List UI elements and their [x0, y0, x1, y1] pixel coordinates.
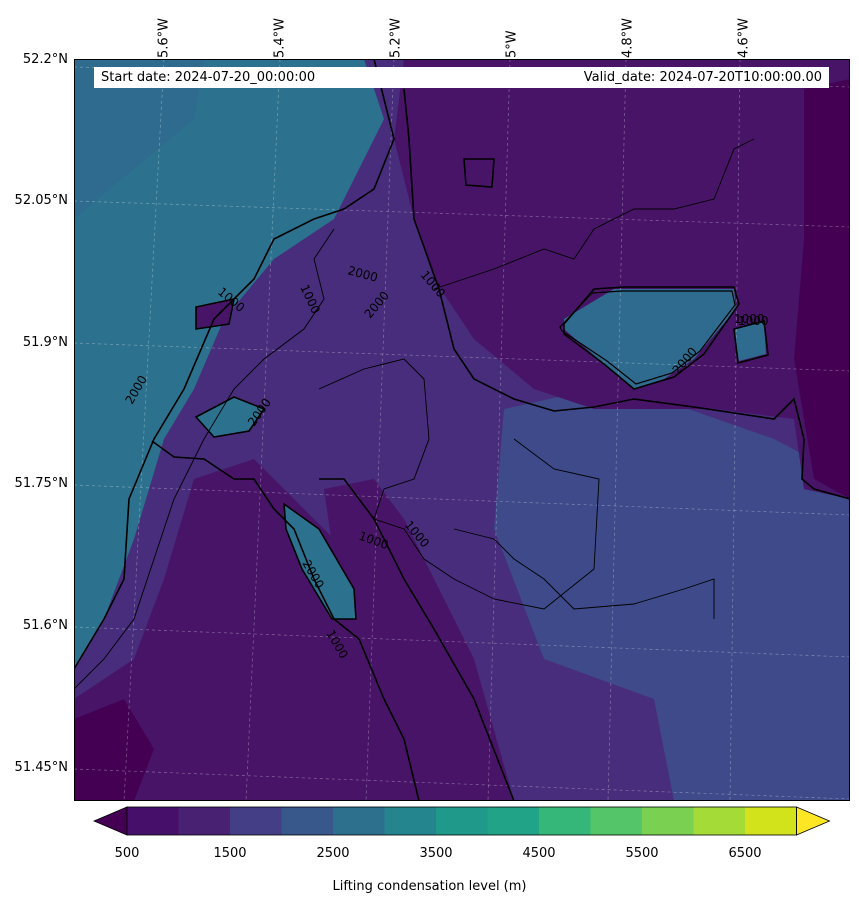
field-region — [394, 59, 850, 499]
contours — [74, 59, 850, 801]
contour-line — [453, 528, 715, 619]
colorbar-tick-label: 500 — [114, 846, 140, 861]
contour-line — [563, 286, 740, 390]
colorbar-segment — [642, 807, 694, 835]
colorbar-segment — [178, 807, 231, 835]
field-region — [794, 79, 850, 499]
colorbar-segment — [487, 807, 540, 835]
colorbar-tick-label: 4500 — [522, 846, 556, 861]
lcl-map: 1000 1000 1000 1000 1000 1000 1000 2000 … — [74, 59, 850, 801]
colorbar — [92, 806, 831, 836]
field-region — [564, 289, 736, 389]
colorbar-segment — [590, 807, 643, 835]
contour-line — [733, 319, 769, 365]
colorbar-label: Lifting condensation level (m) — [332, 879, 527, 894]
contour-line — [559, 290, 736, 385]
grid-line — [123, 59, 165, 801]
lon-label: 4.6°W — [736, 17, 752, 58]
field-region — [196, 397, 264, 437]
grid-line — [365, 59, 395, 801]
colorbar-extend-high — [796, 806, 831, 836]
colorbar-segment — [333, 807, 385, 835]
contour-label: 1000 — [734, 312, 765, 326]
contour-line — [433, 138, 755, 290]
colorbar-segment — [693, 807, 746, 835]
contour-line — [151, 440, 420, 801]
colorbar-segment — [281, 807, 334, 835]
contour-label: 1000 — [738, 314, 769, 328]
colorbar-tick-label: 6500 — [728, 846, 762, 861]
contour-line — [283, 502, 357, 620]
field-region — [196, 299, 234, 329]
lon-label: 4.8°W — [620, 17, 636, 58]
graticule — [74, 59, 850, 801]
lon-label: 5.4°W — [272, 17, 288, 58]
contour-line — [403, 88, 850, 500]
colorbar-segment — [539, 807, 591, 835]
lat-label: 51.75°N — [14, 476, 68, 491]
field-region — [324, 479, 514, 801]
field-region — [464, 159, 494, 187]
lon-label: 5.6°W — [156, 17, 172, 58]
contour-line — [463, 158, 495, 188]
contour-line — [74, 228, 335, 690]
colorbar-frame — [126, 806, 797, 836]
contour-line — [319, 478, 515, 801]
contour-line — [74, 59, 395, 670]
grid-line — [607, 59, 627, 801]
lon-label: 5°W — [504, 30, 520, 58]
grid-line — [487, 59, 511, 801]
valid-date-label: Valid_date: 2024-07-20T10:00:00.00 — [583, 70, 822, 85]
colorbar-segment — [745, 807, 797, 835]
lon-label: 5.2°W — [388, 17, 404, 58]
field-region — [74, 699, 154, 801]
colorbar-extend-low — [92, 806, 128, 836]
field-region — [494, 389, 850, 801]
colorbar-tick-label: 3500 — [419, 846, 453, 861]
colorbar-segment — [436, 807, 488, 835]
field-region — [284, 504, 356, 619]
lat-label: 51.45°N — [14, 760, 68, 775]
grid-line — [245, 59, 281, 801]
colorbar-tick-label: 2500 — [316, 846, 350, 861]
field-region — [74, 459, 444, 801]
lat-label: 51.6°N — [22, 618, 68, 633]
field-region — [74, 59, 204, 219]
field-region — [734, 321, 766, 361]
colorbar-tick-label: 1500 — [213, 846, 247, 861]
colorbar-tick-label: 5500 — [625, 846, 659, 861]
lat-label: 52.2°N — [22, 52, 68, 67]
start-date-label: Start date: 2024-07-20_00:00:00 — [101, 70, 316, 85]
contour-line — [195, 297, 236, 330]
colorbar-segment — [127, 807, 179, 835]
colorbar-segment — [230, 807, 282, 835]
map-frame — [74, 59, 850, 801]
field-region — [74, 59, 384, 669]
date-info-box: Start date: 2024-07-20_00:00:00 Valid_da… — [94, 67, 829, 88]
colorbar-segment — [384, 807, 437, 835]
lat-label: 52.05°N — [14, 193, 68, 208]
contours-thin — [74, 138, 755, 690]
contour-line — [318, 358, 600, 610]
lat-label: 51.9°N — [22, 335, 68, 350]
grid-line — [729, 59, 741, 801]
